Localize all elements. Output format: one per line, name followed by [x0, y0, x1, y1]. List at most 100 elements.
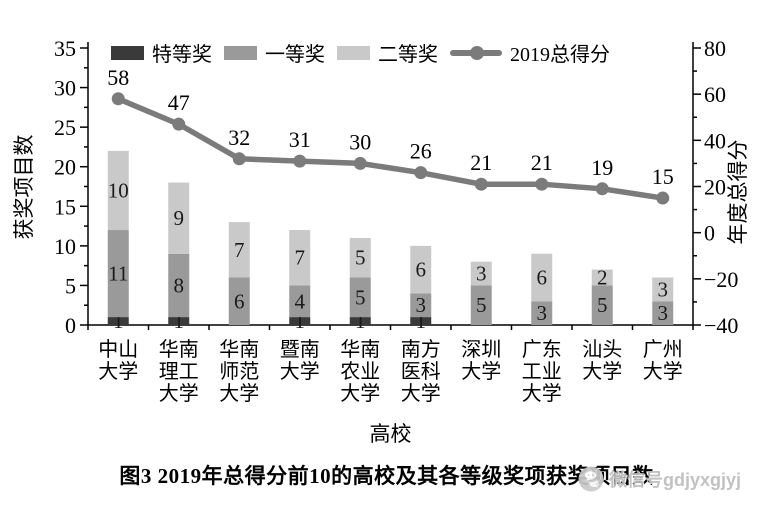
right-axis-title: 年度总得分: [726, 140, 750, 245]
x-category-label: 大学: [582, 360, 622, 383]
watermark-text: 微信号gdjyxgjyj: [609, 470, 742, 490]
score-line-marker: [535, 177, 549, 191]
x-category-label: 华南: [219, 338, 259, 361]
right-axis-tick-label: −20: [704, 267, 738, 292]
score-value-label: 32: [228, 125, 250, 150]
right-axis-tick-label: 80: [704, 36, 726, 61]
bar-segment-label: 2: [597, 266, 608, 290]
bar-segment-label: 1: [174, 309, 185, 333]
bar-segment: [289, 230, 311, 286]
bar-segment: [410, 245, 432, 294]
bar-segment: [591, 285, 613, 325]
score-line-marker: [414, 166, 428, 180]
right-axis-tick-label: 60: [704, 82, 726, 107]
bar-segment: [228, 277, 250, 325]
bar-segment: [107, 230, 129, 318]
bar-segment-label: 3: [416, 293, 427, 317]
bar-segment: [531, 253, 553, 302]
legend-item-first-prize: 一等奖: [224, 38, 325, 67]
score-value-label: 21: [470, 150, 492, 175]
bar-segment-label: 7: [295, 246, 306, 270]
x-category-label: 师范: [219, 360, 259, 383]
bar-segment-label: 6: [416, 258, 427, 282]
first-prize-swatch: [224, 45, 257, 60]
x-category-label: 大学: [159, 382, 199, 405]
score-line-marker: [353, 156, 367, 170]
figure-caption: 图3 2019年总得分前10的高校及其各等级奖项获奖项目数: [119, 464, 654, 488]
bar-segment: [289, 317, 311, 325]
bar-segment-label: 1: [416, 309, 427, 333]
bar-segment: [107, 150, 129, 231]
x-category-label: 工业: [522, 360, 562, 383]
x-category-label: 大学: [98, 360, 138, 383]
right-axis-tick-label: 0: [704, 221, 715, 246]
bar-segment: [168, 253, 190, 318]
x-category-label: 大学: [401, 382, 441, 405]
left-axis-title: 获奖项目数: [12, 135, 36, 240]
bar-segment-label: 5: [355, 285, 366, 309]
bar-segment: [168, 182, 190, 254]
score-value-label: 30: [349, 129, 371, 154]
bar-segment-label: 6: [234, 289, 245, 313]
bar-segment-label: 1: [295, 309, 306, 333]
x-category-label: 农业: [340, 360, 380, 383]
bar-segment-label: 6: [537, 266, 548, 290]
legend-item-special-prize: 特等奖: [111, 38, 212, 67]
left-axis-tick-label: 5: [65, 273, 76, 298]
x-category-label: 汕头: [582, 338, 622, 361]
right-axis-tick-label: 40: [704, 128, 726, 153]
score-line-sample-icon: [450, 45, 502, 60]
score-line: [117, 96, 664, 201]
watermark: 微信号gdjyxgjyj: [578, 466, 741, 492]
x-category-label: 大学: [280, 360, 320, 383]
left-axis-tick-label: 30: [54, 76, 76, 101]
bar-segment: [289, 285, 311, 318]
left-axis-tick-label: 15: [54, 194, 76, 219]
score-value-label: 21: [531, 150, 553, 175]
bar-segment: [168, 317, 190, 325]
left-axis-tick-label: 25: [54, 115, 76, 140]
score-line-marker: [111, 92, 125, 106]
bar-segment-label: 3: [537, 301, 548, 325]
score-line-marker: [232, 152, 246, 166]
legend-label-second-prize: 二等奖: [378, 44, 438, 66]
x-category-label: 中山: [98, 338, 138, 361]
left-axis-tick-label: 35: [54, 36, 76, 61]
second-prize-swatch: [337, 45, 370, 60]
bar-segment: [107, 317, 129, 325]
bar-segment: [591, 269, 613, 286]
bar-segment-label: 1: [113, 309, 124, 333]
score-line-marker: [172, 117, 186, 131]
score-value-label: 47: [168, 90, 190, 115]
x-category-label: 广州: [643, 338, 683, 361]
x-category-label: 大学: [461, 360, 501, 383]
legend-item-total-score: 2019总得分: [450, 38, 610, 67]
x-category-label: 暨南: [280, 338, 320, 361]
x-category-label: 理工: [159, 361, 199, 383]
bar-segment-label: 3: [476, 262, 487, 286]
x-category-label: 大学: [643, 360, 683, 383]
score-line-marker: [595, 182, 609, 196]
bar-segment-label: 1: [355, 309, 366, 333]
x-category-label: 医科: [401, 360, 441, 383]
bar-segment-label: 3: [658, 277, 669, 301]
bar-segment: [349, 317, 371, 325]
x-category-label: 深圳: [461, 338, 501, 361]
legend-label-total-score: 2019总得分: [510, 44, 610, 66]
wechat-icon: [578, 466, 604, 492]
special-prize-swatch: [111, 45, 144, 60]
chart-legend: 特等奖 一等奖 二等奖 2019总得分: [111, 38, 610, 67]
score-value-label: 58: [107, 65, 129, 90]
score-value-label: 26: [410, 139, 432, 164]
bar-segment: [470, 285, 492, 325]
right-axis-tick-label: −40: [704, 313, 738, 338]
bar-segment-label: 11: [108, 262, 128, 286]
score-line-marker: [474, 177, 488, 191]
right-axis-tick-label: 20: [704, 175, 726, 200]
bar-segment: [410, 293, 432, 318]
x-category-label: 华南: [340, 338, 380, 361]
bar-segment: [349, 277, 371, 318]
bar-segment: [531, 301, 553, 325]
score-line-marker: [293, 154, 307, 168]
